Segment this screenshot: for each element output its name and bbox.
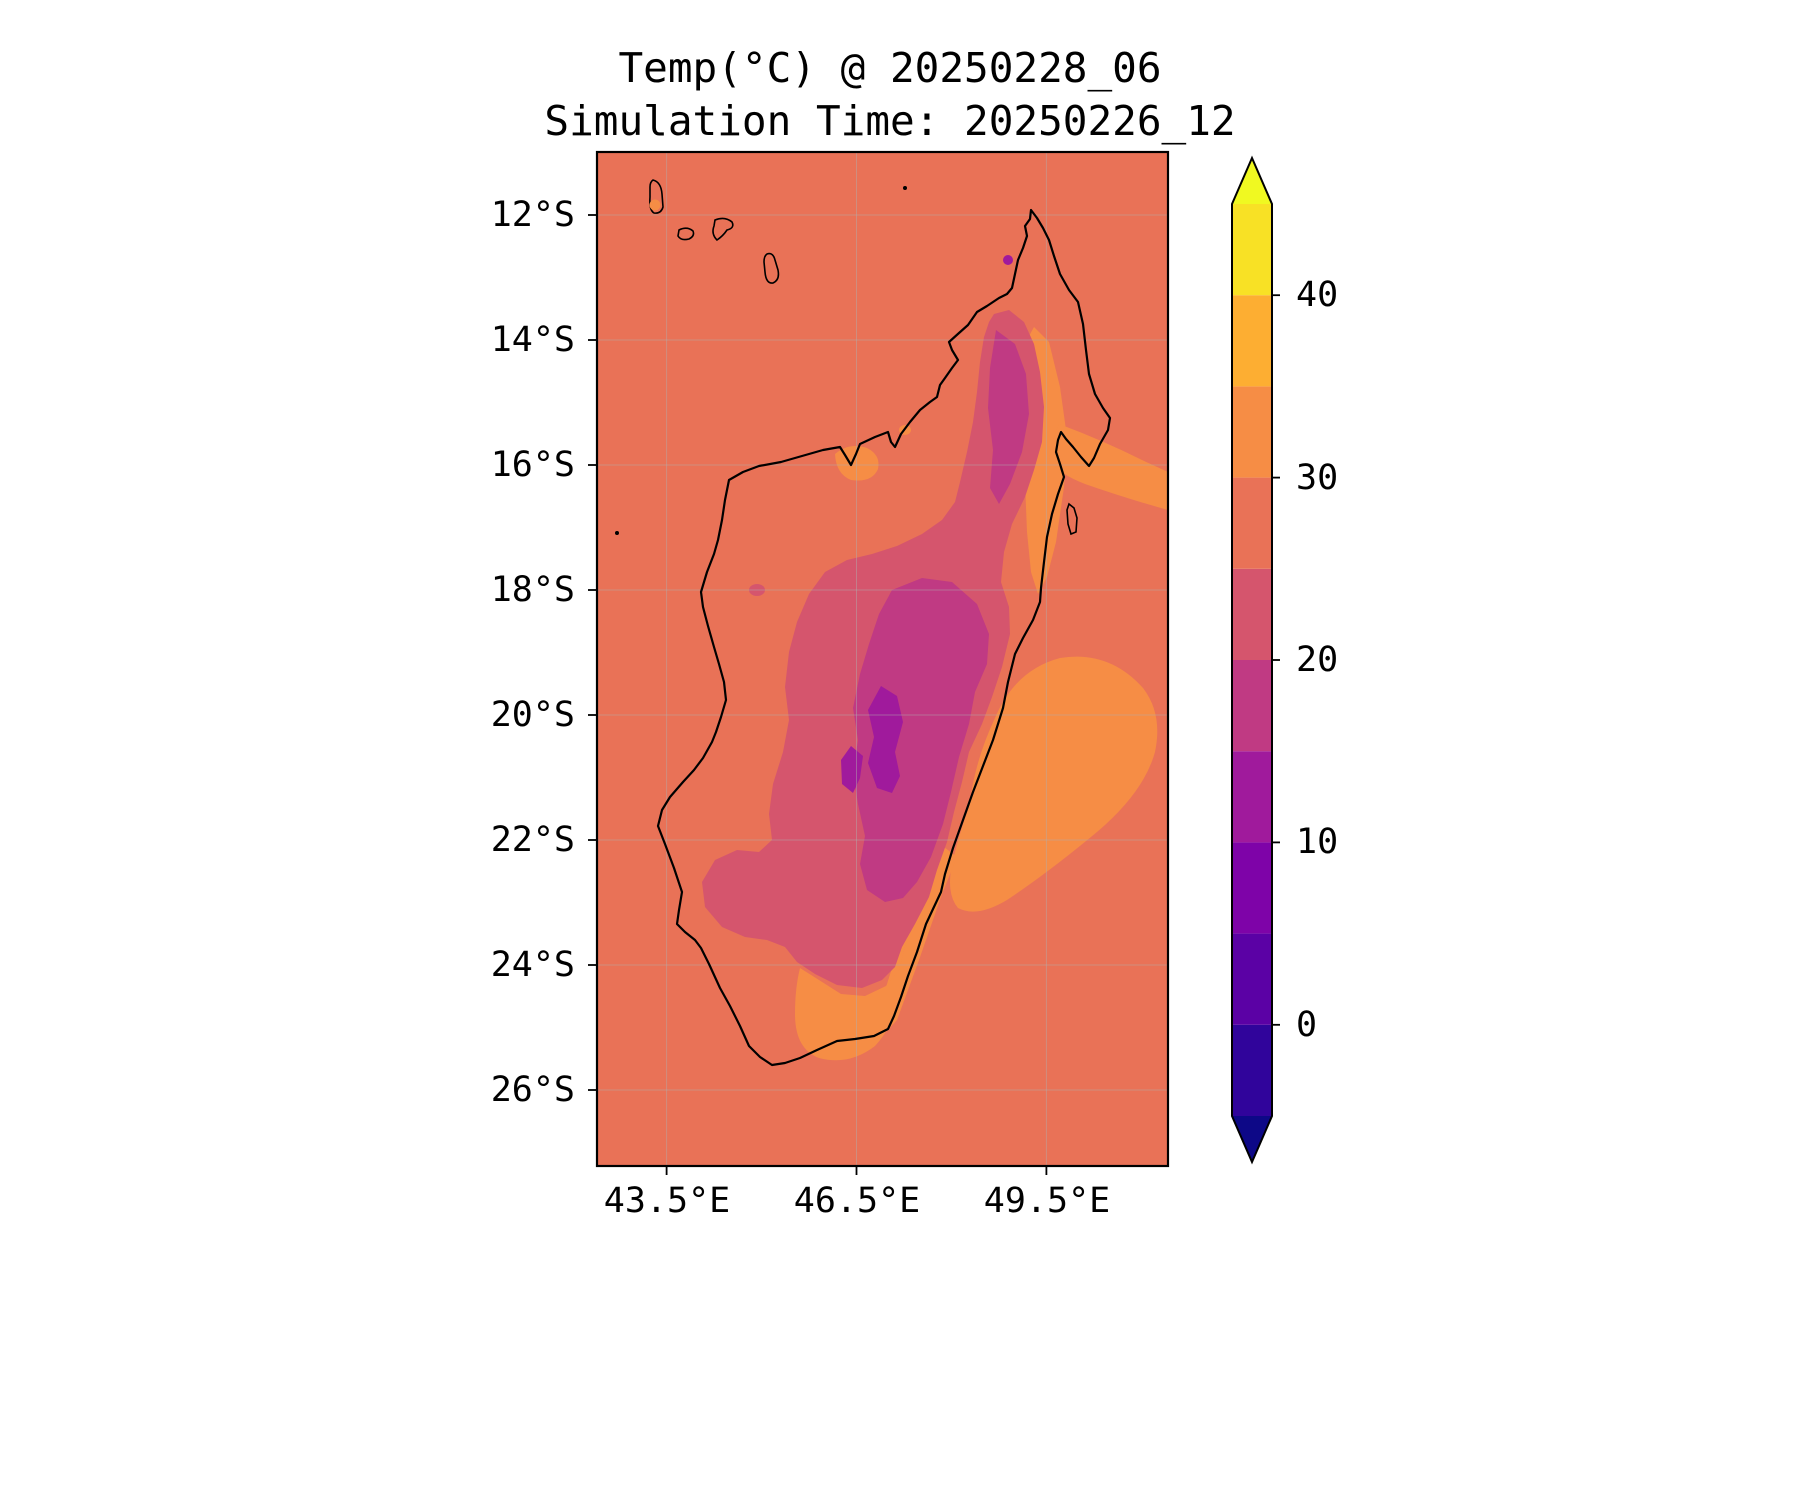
- colorbar-band-25-30: [1232, 477, 1272, 569]
- island-grande-comore-warm-spot: [649, 199, 661, 211]
- colorbar-tick-marks: [1272, 294, 1280, 1026]
- y-tick-label: 24°S: [490, 945, 575, 985]
- island-anjouan: [712, 217, 734, 242]
- colorbar: [1231, 155, 1280, 1165]
- plateau-core-north: [988, 330, 1029, 504]
- axis-ticks: [588, 214, 1048, 1175]
- plot-title: Temp(°C) @ 20250228_06: [618, 44, 1162, 92]
- island-sainte-marie: [1066, 502, 1078, 536]
- colorbar-band-10-15: [1232, 751, 1272, 843]
- colorbar-tick-label: 0: [1296, 1005, 1318, 1045]
- colorbar-band-15-20: [1232, 660, 1272, 752]
- colorbar-over-arrow: [1232, 158, 1272, 204]
- y-tick-label: 26°S: [490, 1070, 575, 1110]
- colorbar-outline: [1231, 155, 1273, 1165]
- cold-spot-large: [868, 686, 903, 793]
- islet-speck-west: [615, 531, 619, 535]
- warm-wedge-ne-offshore: [1049, 424, 1168, 510]
- colorbar-bands: [1232, 204, 1272, 1116]
- y-tick-label: 18°S: [490, 570, 575, 610]
- contour-speck-20-25: [749, 584, 765, 596]
- plot-subtitle: Simulation Time: 20250226_12: [544, 97, 1236, 145]
- colorbar-band-0-5: [1232, 933, 1272, 1025]
- colorbar-tick-label: 10: [1296, 822, 1339, 862]
- colorbar-tick-label: 30: [1296, 458, 1339, 498]
- colorbar-tick-label: 40: [1296, 275, 1339, 315]
- cold-spot-north: [1003, 255, 1013, 265]
- y-tick-label: 20°S: [490, 695, 575, 735]
- colorbar-tick-label: 20: [1296, 640, 1339, 680]
- plot-frame: [595, 150, 1170, 1168]
- madagascar-coastline: [656, 208, 1112, 1067]
- colorbar-band-20-25: [1232, 568, 1272, 660]
- contour-band-15-20: [853, 330, 1029, 902]
- y-tick-label: 22°S: [490, 820, 575, 860]
- warm-pool-east-offshore: [950, 656, 1158, 912]
- gridlines: [597, 152, 1168, 1166]
- islet-speck-north: [903, 186, 907, 190]
- islands: [615, 179, 1078, 536]
- colorbar-band-5-10: [1232, 842, 1272, 934]
- colorbar-under-arrow: [1232, 1116, 1272, 1162]
- plateau-core-central: [853, 578, 989, 902]
- colorbar-band--5-0: [1232, 1024, 1272, 1116]
- x-tick-label: 43.5°E: [603, 1181, 731, 1221]
- colorbar-band-35-40: [1232, 295, 1272, 387]
- y-tick-label: 12°S: [490, 195, 575, 235]
- x-tick-label: 49.5°E: [983, 1181, 1111, 1221]
- contour-band-10-15: [841, 255, 1013, 793]
- x-tick-label: 46.5°E: [793, 1181, 921, 1221]
- map-plot: [588, 150, 1170, 1175]
- cold-spot-small: [841, 746, 863, 793]
- colorbar-band-30-35: [1232, 386, 1272, 478]
- y-tick-label: 16°S: [490, 445, 575, 485]
- colorbar-band-40-45: [1232, 204, 1272, 296]
- y-tick-label: 14°S: [490, 320, 575, 360]
- island-mayotte: [763, 252, 780, 284]
- island-moheli: [677, 227, 695, 241]
